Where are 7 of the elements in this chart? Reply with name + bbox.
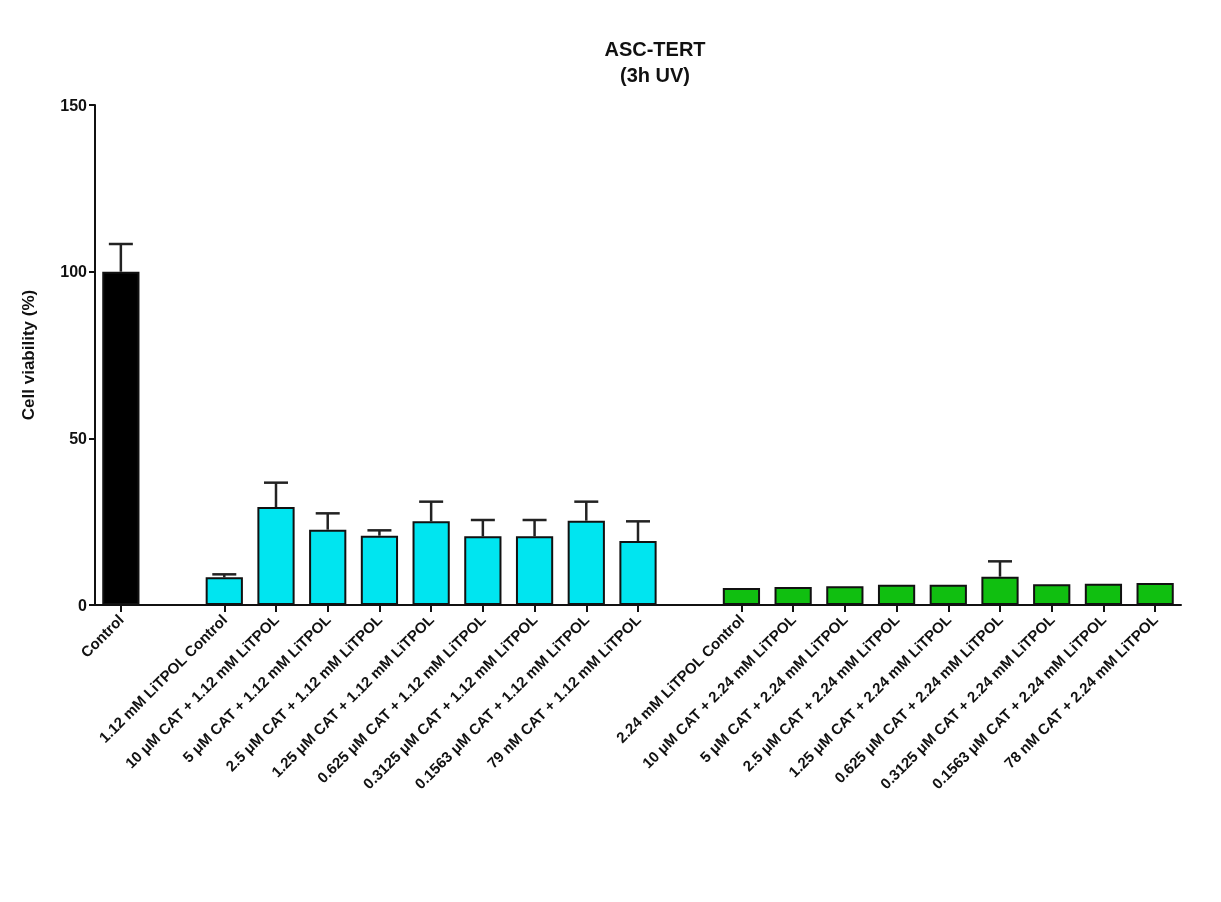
y-tick-label: 50 [69, 429, 88, 447]
y-tick-label: 100 [60, 263, 88, 281]
chart-title: ASC-TERT [604, 38, 706, 60]
y-tick-label: 0 [78, 596, 88, 614]
y-axis-title: Cell viability (%) [19, 289, 38, 421]
y-tick-label: 150 [60, 96, 88, 114]
chart-subtitle: (3h UV) [620, 64, 690, 86]
